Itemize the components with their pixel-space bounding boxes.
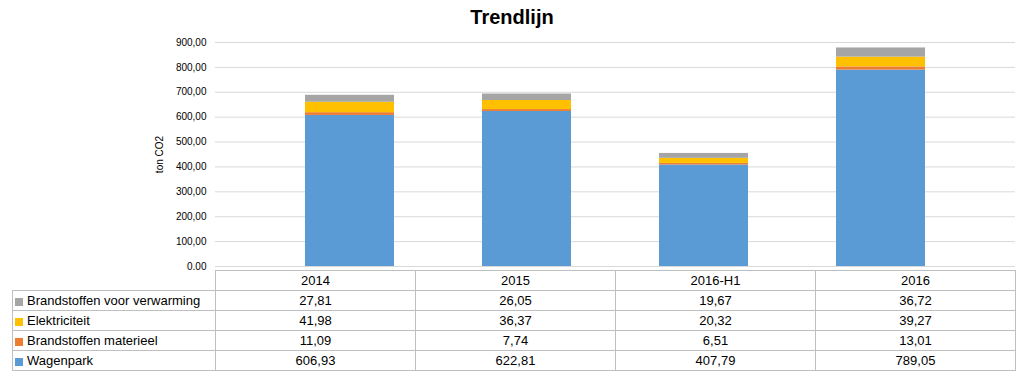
svg-text:0,00: 0,00 — [187, 261, 207, 270]
html-text:36,37: 36,37 — [499, 313, 532, 328]
html-text:407,79: 407,79 — [695, 353, 736, 368]
html-text:20,32: 20,32 — [699, 313, 732, 328]
svg-text:400,00: 400,00 — [176, 161, 207, 172]
html-text:36,72: 36,72 — [899, 293, 932, 308]
html-text:Brandstoffen voor verwarming: Brandstoffen voor verwarming — [27, 293, 201, 308]
html-text:27,81: 27,81 — [299, 293, 332, 308]
html-text:7,74: 7,74 — [502, 333, 529, 348]
html-text:26,05: 26,05 — [499, 293, 532, 308]
html-text:19,67: 19,67 — [699, 293, 732, 308]
html-text:39,27: 39,27 — [899, 313, 932, 328]
svg-text:200,00: 200,00 — [176, 211, 207, 222]
html-text:2014: 2014 — [301, 273, 330, 288]
svg-text:800,00: 800,00 — [176, 62, 207, 73]
html-text:789,05: 789,05 — [895, 353, 936, 368]
html-text:Trendlijn: Trendlijn — [470, 6, 554, 28]
html-text:Elektriciteit: Elektriciteit — [27, 313, 90, 328]
html-text:13,01: 13,01 — [899, 333, 932, 348]
svg-text:ton CO2: ton CO2 — [154, 135, 165, 173]
html-text:622,81: 622,81 — [495, 353, 536, 368]
svg-text:700,00: 700,00 — [176, 86, 207, 97]
svg-text:500,00: 500,00 — [176, 136, 207, 147]
svg-text:100,00: 100,00 — [176, 236, 207, 247]
svg-text:900,00: 900,00 — [176, 37, 207, 48]
html-text:Brandstoffen materieel: Brandstoffen materieel — [27, 333, 158, 348]
svg-text:600,00: 600,00 — [176, 111, 207, 122]
html-text:2016-H1: 2016-H1 — [690, 273, 741, 288]
svg-text:300,00: 300,00 — [176, 186, 207, 197]
html-text:2016: 2016 — [901, 273, 930, 288]
html-text:41,98: 41,98 — [299, 313, 332, 328]
html-text:11,09: 11,09 — [299, 333, 332, 348]
html-text:606,93: 606,93 — [295, 353, 336, 368]
html-text:6,51: 6,51 — [702, 333, 729, 348]
html-text:Wagenpark: Wagenpark — [27, 353, 93, 368]
html-text:2015: 2015 — [501, 273, 530, 288]
